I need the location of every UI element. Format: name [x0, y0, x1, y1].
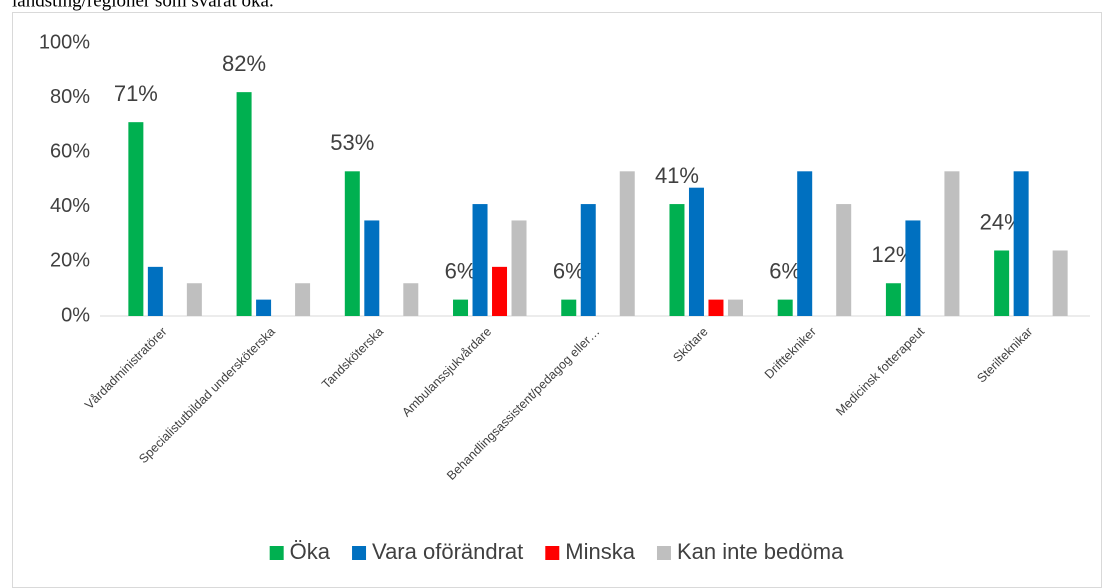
data-label: 6%: [553, 258, 585, 283]
data-label: 6%: [769, 258, 801, 283]
y-tick-label: 0%: [61, 304, 90, 326]
bar: [147, 266, 163, 316]
legend-swatch: [656, 546, 671, 560]
x-tick-label: Vårdadministratörer: [82, 325, 170, 413]
legend-swatch: [269, 546, 284, 560]
x-tick-label: Medicinsk fotterapeut: [833, 324, 927, 418]
legend-label: Vara oförändrat: [372, 539, 523, 564]
bar: [1013, 171, 1029, 316]
bar: [511, 220, 527, 316]
bar: [1052, 250, 1068, 316]
legend-label: Kan inte bedöma: [677, 539, 844, 564]
bar: [453, 299, 469, 316]
data-label: 6%: [445, 258, 477, 283]
x-tick-label: Drifttekniker: [762, 325, 819, 382]
bar: [128, 122, 144, 316]
x-tick-label: Sterilteknikar: [974, 325, 1035, 386]
bar: [688, 187, 704, 316]
bar: [708, 299, 724, 316]
bar: [186, 283, 202, 316]
bar: [797, 171, 813, 316]
bar: [561, 299, 577, 316]
bar: [619, 171, 635, 316]
bar: [994, 250, 1010, 316]
legend-swatch: [352, 546, 367, 560]
y-tick-label: 100%: [39, 31, 90, 53]
bar: [727, 299, 743, 316]
bar: [472, 204, 488, 316]
data-label: 71%: [114, 81, 158, 106]
y-tick-label: 40%: [50, 195, 90, 217]
chart-border: [12, 12, 1102, 588]
bar: [885, 283, 901, 316]
data-label: 82%: [222, 51, 266, 76]
x-tick-label: Tandsköterska: [319, 325, 386, 392]
bar: [492, 266, 508, 316]
legend-label: Minska: [565, 539, 635, 564]
bar: [905, 220, 921, 316]
bar: [580, 204, 596, 316]
bar: [777, 299, 793, 316]
bar: [364, 220, 380, 316]
y-tick-label: 60%: [50, 140, 90, 162]
legend-swatch: [545, 546, 560, 560]
bar: [344, 171, 360, 316]
caption: landsting/regioner som svarat öka.: [12, 0, 274, 11]
y-tick-label: 80%: [50, 86, 90, 108]
data-label: 53%: [330, 130, 374, 155]
bar: [236, 92, 252, 316]
bar: [295, 283, 311, 316]
x-tick-label: Skötare: [670, 325, 710, 365]
bar: [669, 204, 685, 316]
y-tick-label: 20%: [50, 250, 90, 272]
bar: [403, 283, 419, 316]
bar: [256, 299, 272, 316]
bar: [836, 204, 852, 316]
data-label: 41%: [655, 163, 699, 188]
x-tick-label: Ambulanssjukvårdare: [399, 325, 494, 420]
legend-label: Öka: [290, 539, 331, 564]
bar: [944, 171, 960, 316]
